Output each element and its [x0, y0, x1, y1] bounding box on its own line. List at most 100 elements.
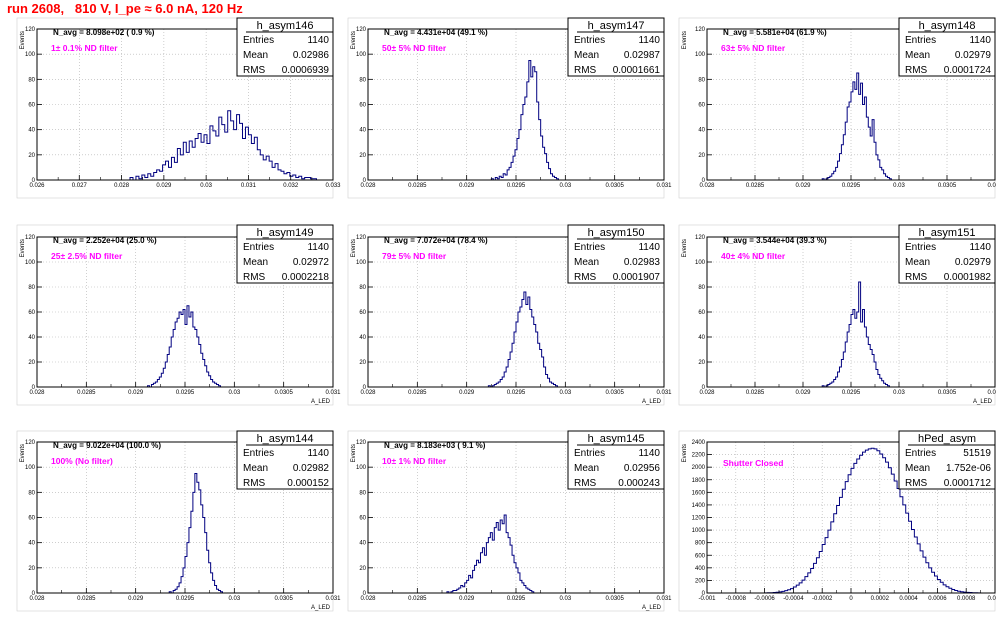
histogram-panel-h_asym150: 0.028 0.0285 0.029 0.0295 0.03 0.0305 0.031 0 20…	[347, 224, 672, 406]
stats-value: 1140	[969, 242, 991, 253]
stats-box	[567, 17, 665, 77]
x-axis-label: A_LED	[642, 605, 662, 611]
y-tick-label: 0	[32, 591, 36, 597]
y-tick-label: 120	[356, 440, 367, 446]
x-tick-label: 0.027	[72, 183, 88, 189]
filter-label: Shutter Closed	[723, 458, 783, 468]
x-tick-label: 0.029	[128, 596, 144, 602]
histogram-panel-h_asym149: 0.028 0.0285 0.029 0.0295 0.03 0.0305 0.031 0 20…	[16, 224, 341, 406]
x-tick-label: 0.0285	[408, 596, 427, 602]
filter-label: 25± 2.5% ND filter	[51, 251, 123, 261]
x-tick-label: 0.0295	[507, 183, 526, 189]
stats-box	[567, 430, 665, 490]
x-tick-label: 0.031	[656, 183, 672, 189]
y-tick-label: 0	[702, 178, 706, 184]
stats-key: RMS	[243, 65, 266, 76]
histogram-line-h_asym146	[129, 110, 318, 181]
stats-key: Mean	[905, 463, 930, 474]
x-tick-label: 0.0006	[928, 596, 947, 602]
stats-box-title: h_asym151	[919, 227, 976, 239]
stats-key: RMS	[243, 478, 266, 489]
histogram-line-h_asym150	[487, 291, 558, 388]
y-axis-label: Events	[351, 444, 357, 462]
stats-key: Mean	[243, 50, 268, 61]
stats-box-title: h_asym146	[257, 20, 314, 32]
x-tick-label: 0.028	[114, 183, 130, 189]
y-tick-label: 80	[359, 285, 366, 291]
y-tick-label: 100	[695, 260, 706, 266]
stats-value: 1140	[307, 448, 329, 459]
y-tick-label: 20	[28, 360, 35, 366]
x-tick-label: 0.0285	[746, 390, 765, 396]
x-tick-label: 0.0305	[938, 390, 957, 396]
y-tick-label: 60	[28, 103, 35, 109]
y-tick-label: 60	[698, 103, 705, 109]
y-tick-label: 2400	[692, 440, 706, 446]
y-tick-label: 60	[28, 310, 35, 316]
stats-value: 0.02979	[955, 257, 992, 268]
x-tick-label: 0.029	[459, 183, 475, 189]
x-tick-label: 0.031	[325, 596, 341, 602]
y-tick-label: 0	[363, 385, 367, 391]
y-tick-label: 100	[356, 260, 367, 266]
y-tick-label: 80	[359, 490, 366, 496]
x-tick-label: 0.0305	[605, 390, 624, 396]
stats-value: 0.02956	[624, 463, 661, 474]
x-axis-label: A_LED	[311, 605, 331, 611]
stats-key: RMS	[905, 478, 928, 489]
histogram-line-hPed_asym	[764, 447, 984, 594]
x-tick-label: 0.026	[29, 183, 45, 189]
stats-key: Mean	[905, 50, 930, 61]
stats-key: Mean	[574, 463, 599, 474]
y-axis-label: Events	[682, 31, 688, 49]
x-tick-label: 0.028	[29, 596, 45, 602]
y-tick-label: 0	[363, 178, 367, 184]
y-tick-label: 40	[28, 541, 35, 547]
y-tick-label: 60	[28, 516, 35, 522]
stats-value: 1140	[638, 242, 660, 253]
y-axis-label: Events	[682, 239, 688, 257]
y-tick-label: 40	[359, 335, 366, 341]
x-tick-label: 0.0285	[408, 183, 427, 189]
y-tick-label: 0	[702, 385, 706, 391]
stats-value: 0.0001661	[613, 65, 661, 76]
histogram-line-h_asym147	[490, 59, 559, 181]
stats-key: Entries	[905, 448, 936, 459]
stats-key: RMS	[574, 65, 597, 76]
x-tick-label: 0.001	[987, 596, 996, 602]
histogram-panel-h_asym151: 0.028 0.0285 0.029 0.0295 0.03 0.0305 0.031 0 20…	[678, 224, 996, 406]
y-tick-label: 100	[695, 52, 706, 58]
x-tick-label: 0.031	[987, 390, 996, 396]
stats-key: RMS	[905, 272, 928, 283]
x-tick-label: 0.03	[559, 596, 571, 602]
filter-label: 79± 5% ND filter	[382, 251, 447, 261]
y-tick-label: 120	[25, 27, 36, 33]
stats-key: Entries	[243, 448, 274, 459]
stats-value: 1140	[638, 448, 660, 459]
x-tick-label: 0.032	[283, 183, 299, 189]
stats-value: 0.02982	[293, 463, 330, 474]
x-tick-label: 0.029	[128, 390, 144, 396]
navg-label: N_avg = 3.544e+04 (39.3 %)	[723, 236, 827, 245]
stats-box-title: h_asym145	[588, 433, 645, 445]
stats-value: 0.000152	[287, 478, 329, 489]
stats-key: RMS	[574, 272, 597, 283]
y-axis-label: Events	[20, 239, 26, 257]
stats-key: RMS	[905, 65, 928, 76]
x-tick-label: -0.0004	[783, 596, 804, 602]
y-axis-label: Events	[20, 31, 26, 49]
y-tick-label: 80	[698, 77, 705, 83]
x-tick-label: 0.0002	[871, 596, 890, 602]
y-tick-label: 200	[695, 578, 706, 584]
y-tick-label: 0	[363, 591, 367, 597]
x-tick-label: 0.03	[228, 596, 240, 602]
y-tick-label: 100	[25, 52, 36, 58]
filter-label: 100% (No filter)	[51, 456, 113, 466]
y-tick-label: 40	[28, 335, 35, 341]
x-tick-label: 0.028	[29, 390, 45, 396]
y-tick-label: 20	[698, 153, 705, 159]
x-tick-label: 0.031	[656, 390, 672, 396]
stats-value: 0.0001907	[613, 272, 661, 283]
histogram-panel-h_asym144: 0.028 0.0285 0.029 0.0295 0.03 0.0305 0.031 0 20…	[16, 430, 341, 612]
